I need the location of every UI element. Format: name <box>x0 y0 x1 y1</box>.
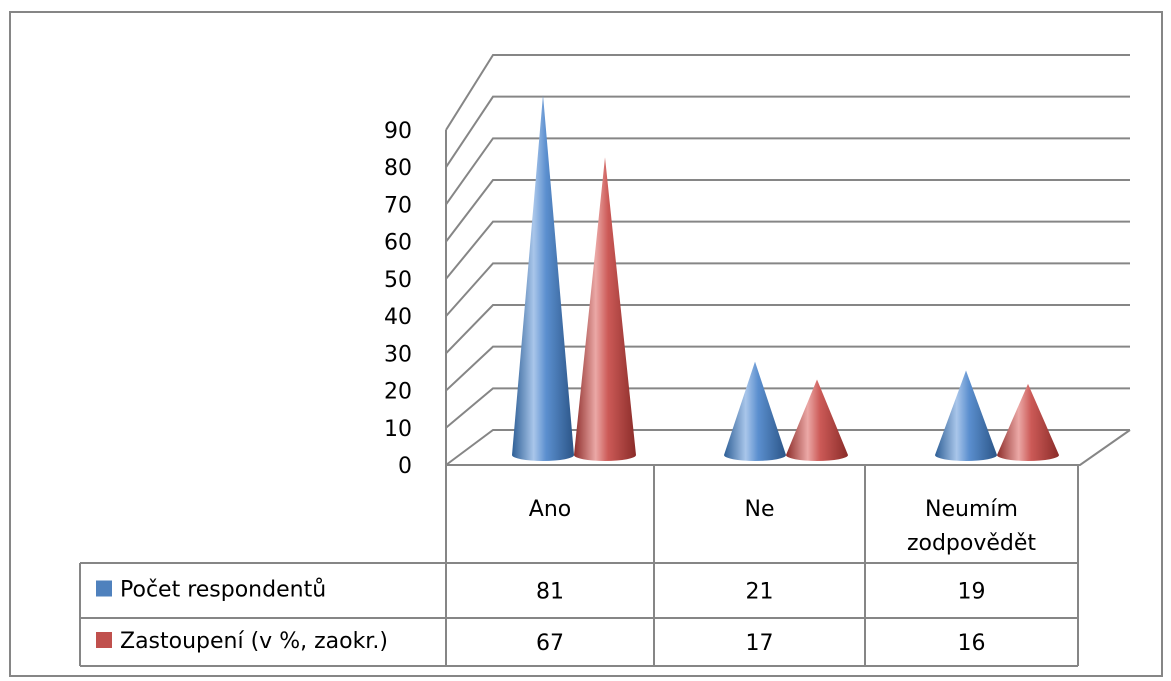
cone <box>574 157 636 461</box>
y-tick-label: 50 <box>384 268 412 293</box>
gridline <box>445 54 1130 131</box>
gridline <box>445 387 1130 429</box>
cone <box>935 370 997 461</box>
y-tick-label: 60 <box>384 231 412 256</box>
cones <box>512 95 1059 461</box>
gridline <box>445 179 1130 243</box>
y-tick-label: 40 <box>384 305 412 330</box>
gridline <box>445 137 1130 206</box>
gridline <box>445 429 1130 466</box>
legend-key <box>96 580 112 597</box>
series-name: Zastoupení (v %, zaokr.) <box>120 629 388 654</box>
category-label: Neumím zodpovědět <box>907 497 1036 556</box>
gridline <box>445 220 1130 280</box>
y-axis-ticks: 0 10 20 30 40 50 60 70 80 90 <box>384 119 412 479</box>
y-tick-label: 30 <box>384 342 412 367</box>
cone <box>997 383 1059 461</box>
cone <box>512 95 574 461</box>
y-tick-label: 0 <box>398 454 412 479</box>
chart-walls <box>445 54 1131 466</box>
data-cell: 81 <box>536 580 564 605</box>
data-cell: 16 <box>958 631 986 656</box>
gridline <box>445 304 1130 355</box>
data-cell: 17 <box>746 631 774 656</box>
gridline <box>445 262 1130 317</box>
floor-edge <box>446 429 1131 466</box>
series-name: Počet respondentů <box>120 578 326 603</box>
data-cell: 19 <box>958 580 986 605</box>
y-tick-label: 10 <box>384 417 412 442</box>
gridline <box>445 345 1130 392</box>
data-cell: 21 <box>746 580 774 605</box>
legend-key <box>96 632 112 648</box>
y-tick-label: 20 <box>384 380 412 405</box>
data-cell: 67 <box>536 631 564 656</box>
category-label: Ne <box>745 497 775 522</box>
y-tick-label: 70 <box>384 193 412 218</box>
cone <box>786 379 848 461</box>
cone <box>724 361 786 461</box>
data-table: Ano Ne Neumím zodpovědět Počet respondentů 81… <box>79 465 1079 667</box>
y-tick-label: 80 <box>384 156 412 181</box>
gridline <box>445 95 1130 168</box>
y-tick-label: 90 <box>384 119 412 144</box>
category-label: Ano <box>529 497 571 522</box>
